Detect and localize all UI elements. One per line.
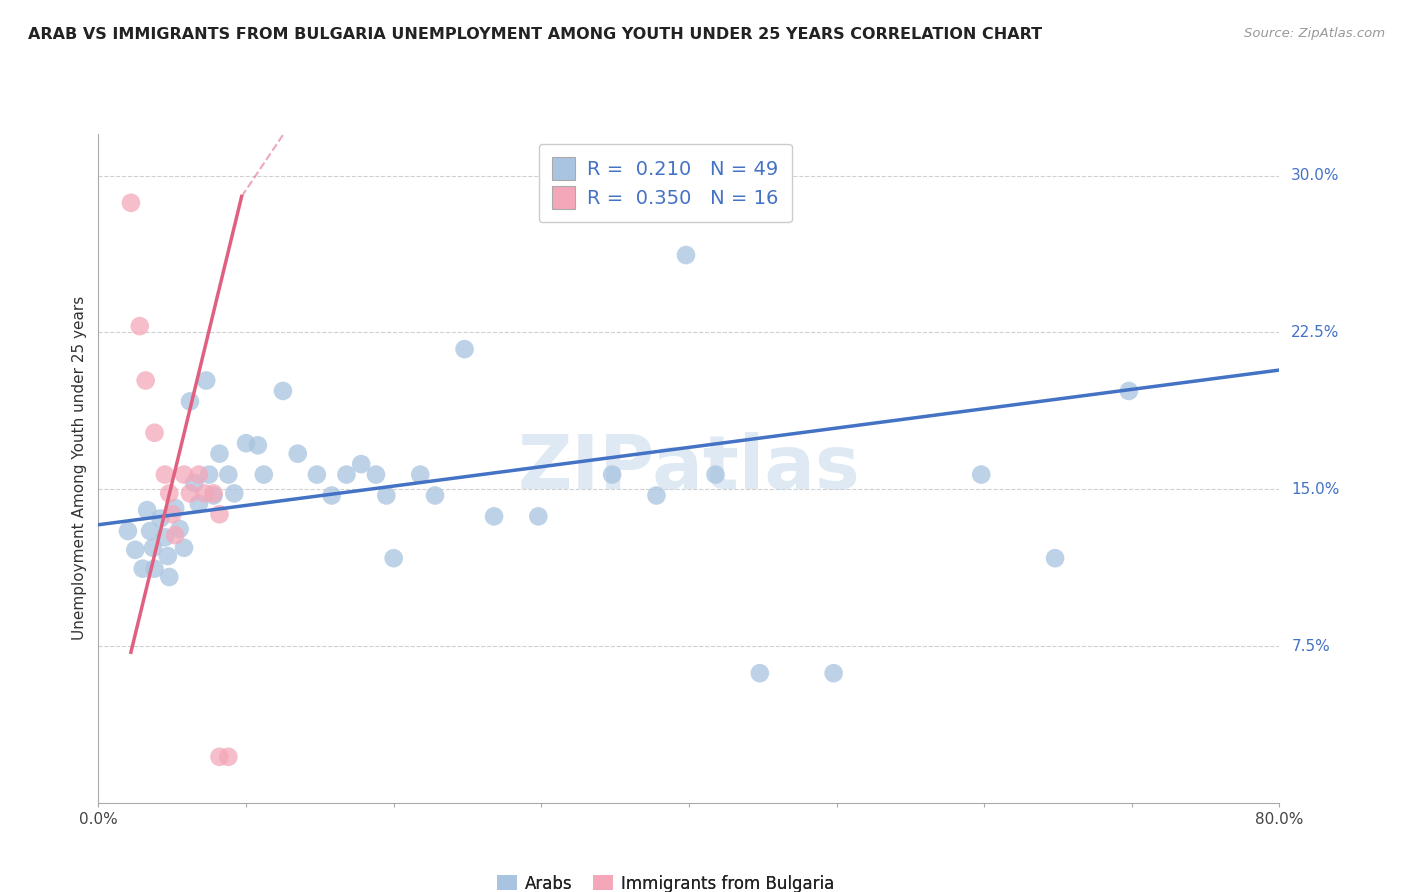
Point [187, 497, 209, 511]
Point [382, 551, 405, 566]
Point [350, 457, 373, 471]
Text: ARAB VS IMMIGRANTS FROM BULGARIA UNEMPLOYMENT AMONG YOUTH UNDER 25 YEARS CORRELA: ARAB VS IMMIGRANTS FROM BULGARIA UNEMPLO… [28, 27, 1042, 42]
Point [179, 486, 201, 500]
Point [124, 542, 146, 557]
Point [305, 467, 328, 482]
Legend: Arabs, Immigrants from Bulgaria: Arabs, Immigrants from Bulgaria [489, 868, 841, 892]
Point [183, 475, 205, 490]
Point [748, 666, 770, 681]
Point [157, 486, 180, 500]
Point [198, 467, 221, 482]
Point [173, 467, 195, 482]
Point [179, 394, 201, 409]
Point [364, 467, 387, 482]
Point [173, 541, 195, 555]
Point [117, 524, 139, 538]
Point [224, 486, 246, 500]
Point [208, 447, 231, 461]
Point [187, 467, 209, 482]
Point [194, 486, 217, 500]
Point [162, 508, 183, 522]
Point [409, 467, 432, 482]
Point [527, 509, 550, 524]
Point [142, 541, 165, 555]
Text: 30.0%: 30.0% [1291, 168, 1340, 183]
Point [157, 570, 180, 584]
Point [156, 549, 179, 563]
Point [600, 467, 623, 482]
Point [271, 384, 294, 398]
Text: 22.5%: 22.5% [1291, 325, 1340, 340]
Point [202, 488, 225, 502]
Point [235, 436, 257, 450]
Point [217, 467, 239, 482]
Point [165, 528, 187, 542]
Point [823, 666, 845, 681]
Point [423, 488, 446, 502]
Point [153, 530, 176, 544]
Point [375, 488, 398, 502]
Point [1118, 384, 1140, 398]
Point [675, 248, 697, 262]
Point [139, 524, 162, 538]
Point [970, 467, 993, 482]
Point [321, 488, 343, 502]
Point [246, 438, 269, 452]
Y-axis label: Unemployment Among Youth under 25 years: Unemployment Among Youth under 25 years [72, 296, 87, 640]
Text: 7.5%: 7.5% [1291, 639, 1330, 654]
Text: Source: ZipAtlas.com: Source: ZipAtlas.com [1244, 27, 1385, 40]
Point [120, 195, 142, 210]
Point [128, 319, 150, 334]
Point [143, 562, 166, 576]
Point [165, 501, 187, 516]
Point [208, 508, 231, 522]
Point [208, 749, 231, 764]
Point [704, 467, 727, 482]
Point [153, 467, 176, 482]
Point [195, 374, 218, 388]
Point [482, 509, 505, 524]
Point [335, 467, 357, 482]
Point [1043, 551, 1066, 566]
Point [453, 342, 475, 356]
Point [149, 511, 172, 525]
Point [143, 425, 166, 440]
Point [253, 467, 276, 482]
Text: ZIPatlas: ZIPatlas [517, 432, 860, 505]
Point [287, 447, 309, 461]
Point [217, 749, 239, 764]
Point [645, 488, 668, 502]
Text: 15.0%: 15.0% [1291, 482, 1340, 497]
Point [202, 486, 225, 500]
Point [132, 562, 155, 576]
Point [136, 503, 159, 517]
Point [169, 522, 191, 536]
Point [135, 374, 157, 388]
